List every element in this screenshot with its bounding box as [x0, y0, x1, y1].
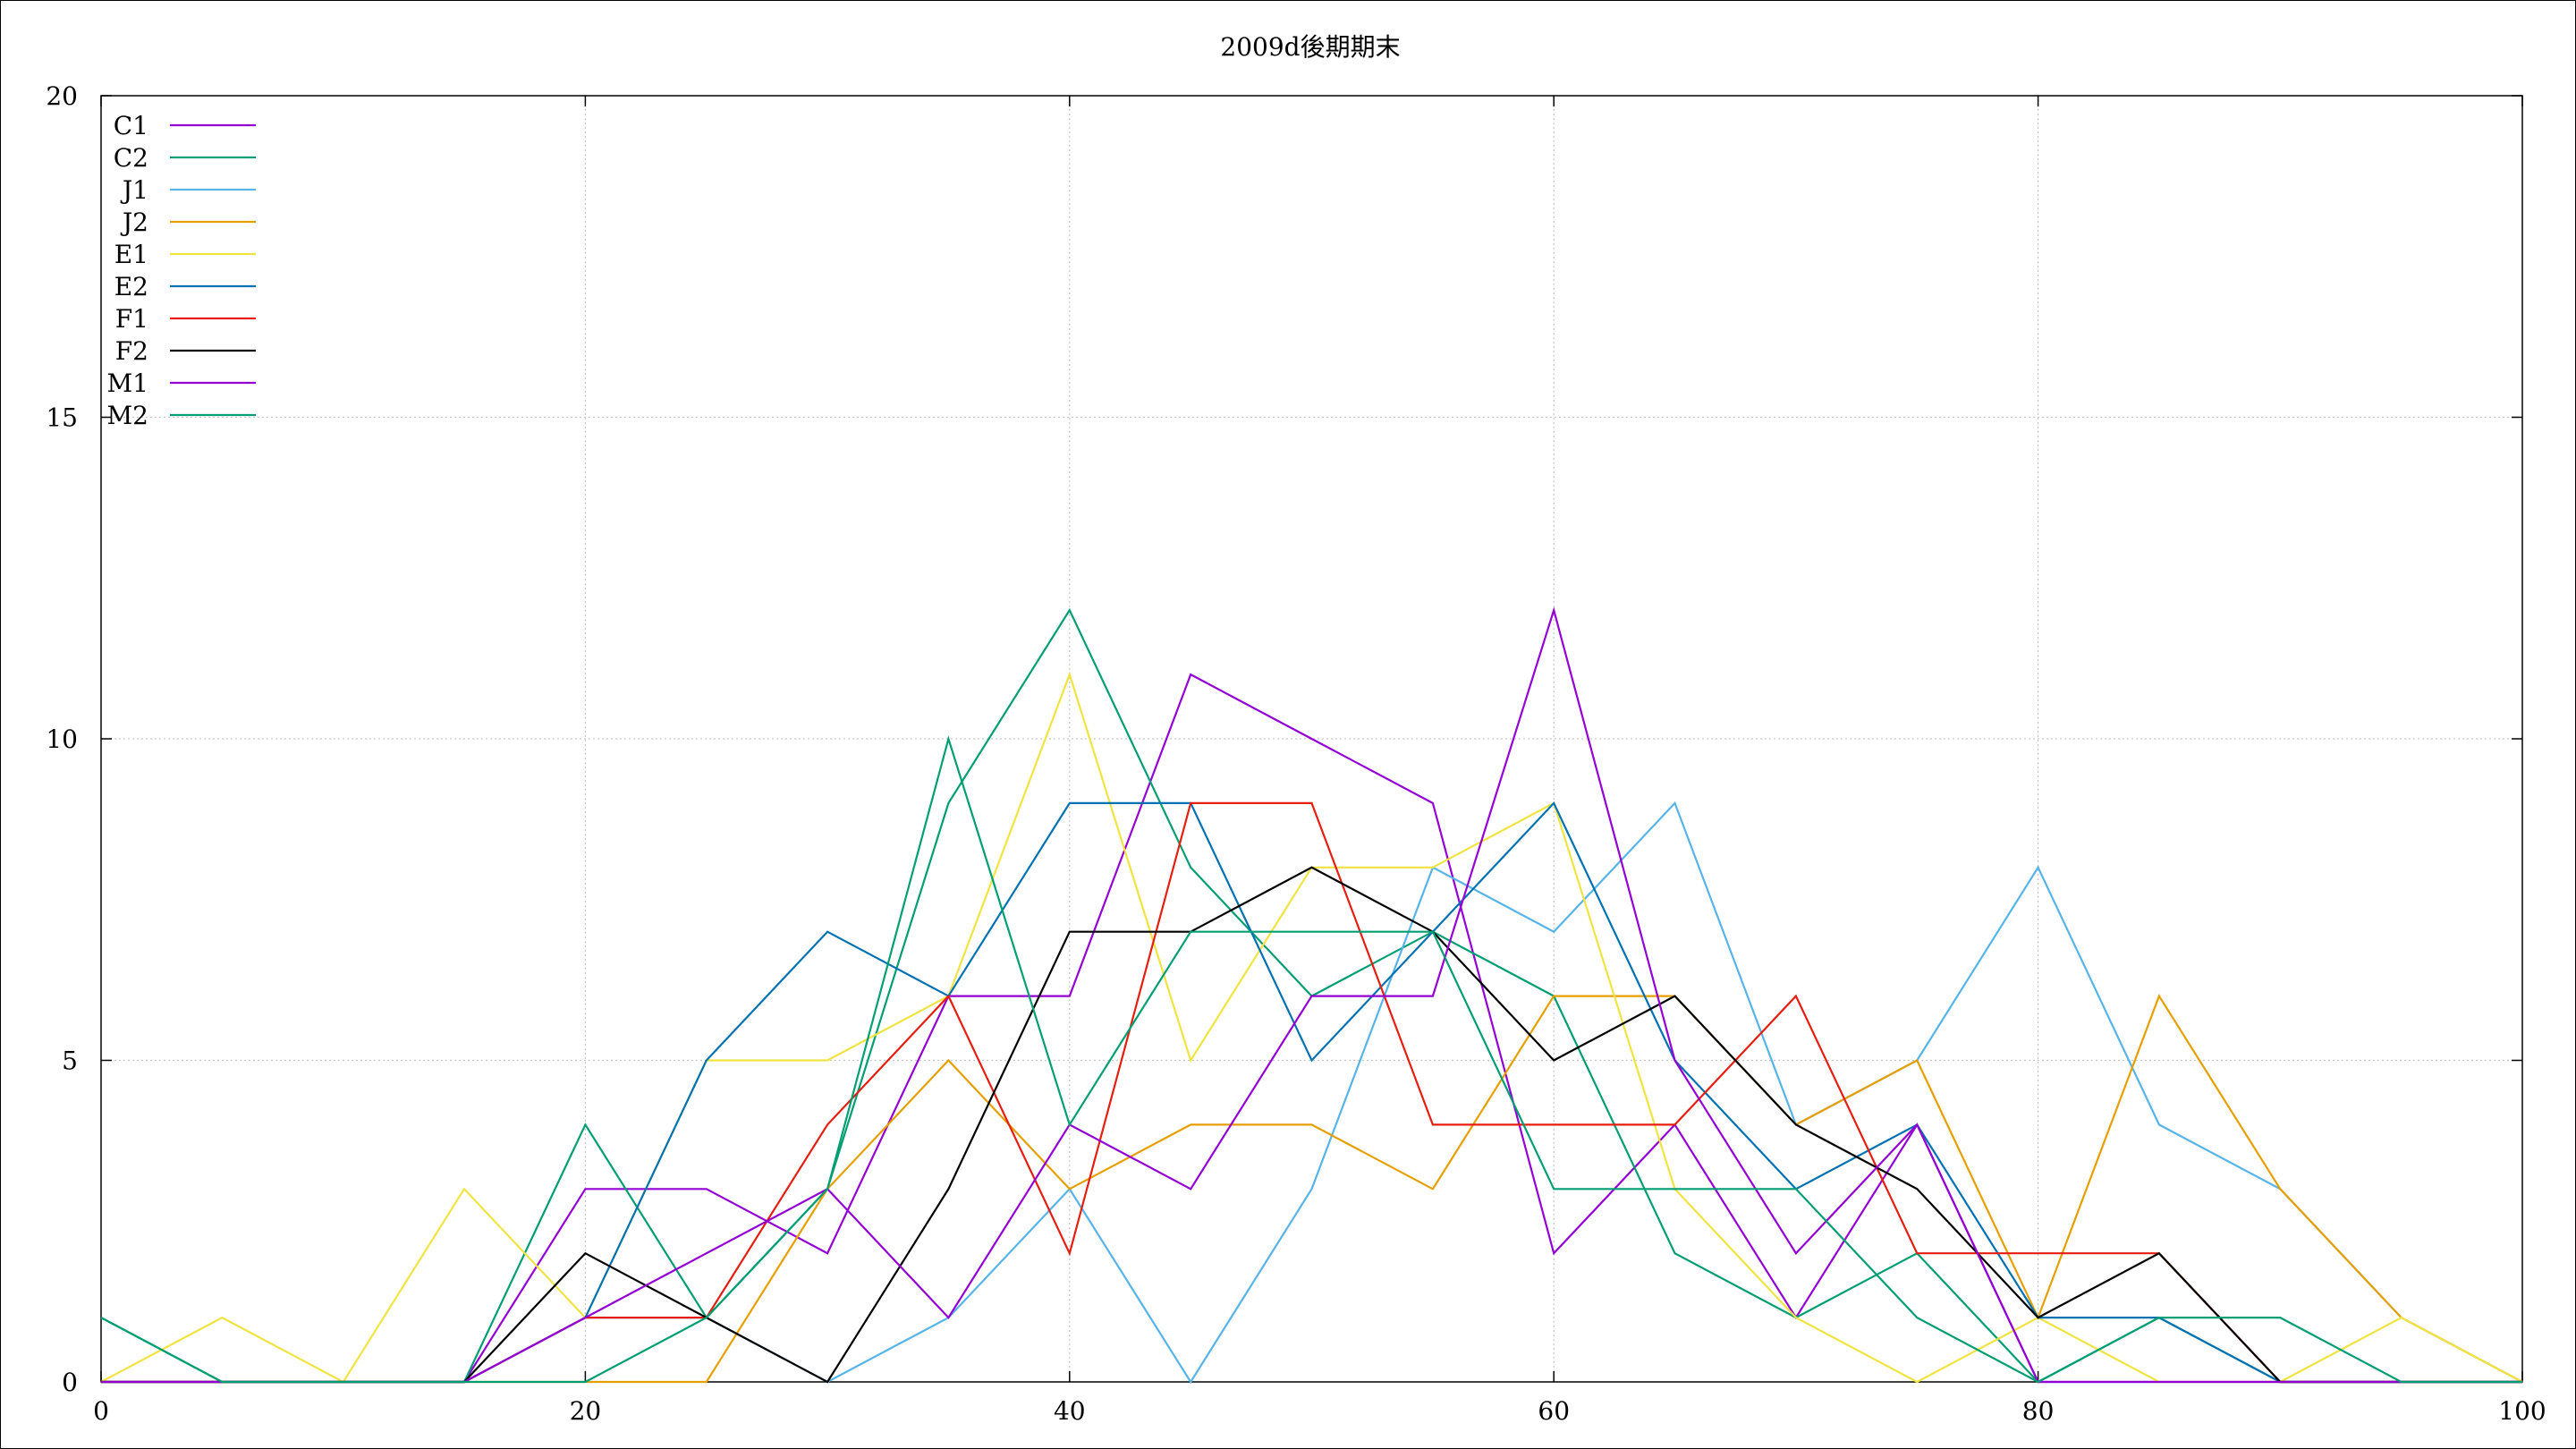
x-tick-label: 60 — [1538, 1396, 1570, 1426]
x-tick-label: 20 — [570, 1396, 602, 1426]
legend-label-m2: M2 — [107, 401, 148, 430]
series-line-j1 — [101, 801, 2523, 1385]
series-line-e2 — [101, 801, 2522, 1384]
x-tick-label: 40 — [1054, 1396, 1086, 1426]
series-line-m1 — [101, 606, 2522, 1384]
legend-label-c1: C1 — [114, 111, 148, 140]
y-tick-label: 5 — [62, 1046, 78, 1076]
series-line-m2 — [100, 735, 2522, 1384]
y-tick-label: 0 — [62, 1368, 78, 1397]
y-tick-label: 20 — [46, 81, 78, 111]
legend-label-f1: F1 — [115, 304, 148, 334]
x-tick-label: 0 — [93, 1396, 109, 1426]
x-tick-label: 100 — [2498, 1396, 2546, 1426]
series-line-c1 — [101, 673, 2522, 1384]
y-tick-label: 10 — [46, 724, 78, 754]
legend-label-j1: J1 — [120, 175, 148, 205]
y-tick-label: 15 — [46, 403, 78, 433]
legend-label-m1: M1 — [107, 369, 148, 398]
series — [100, 606, 2523, 1385]
chart-title: 2009d後期期末 — [1220, 32, 1400, 62]
series-line-f2 — [101, 866, 2522, 1384]
series-line-f1 — [101, 801, 2522, 1384]
grid — [101, 96, 2522, 1382]
series-line-e1 — [100, 671, 2523, 1384]
legend-label-c2: C2 — [114, 143, 148, 173]
legend-label-f2: F2 — [115, 336, 148, 366]
legend-label-j2: J2 — [120, 208, 148, 237]
axis-ticks: 0 20 40 60 80 100 0 5 10 15 20 — [46, 81, 2546, 1426]
legend-label-e1: E1 — [114, 240, 148, 269]
legend-label-e2: E2 — [114, 272, 148, 301]
x-tick-label: 80 — [2022, 1396, 2055, 1426]
